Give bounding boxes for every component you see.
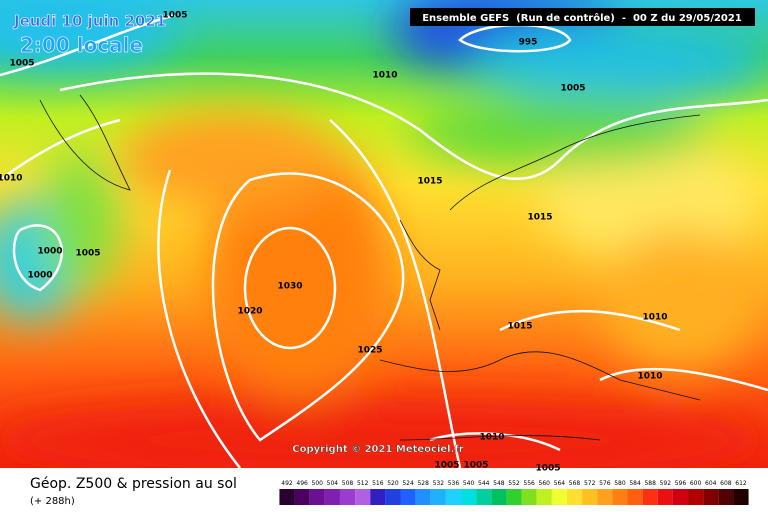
legend-label: 588 xyxy=(644,480,656,487)
copyright: Copyright © 2021 Meteociel.fr xyxy=(292,444,463,455)
legend-label: 500 xyxy=(312,480,324,487)
legend-label: 508 xyxy=(342,480,354,487)
legend-label: 608 xyxy=(720,480,732,487)
isobar-label: 1005 xyxy=(75,249,100,259)
legend-label: 596 xyxy=(675,480,687,487)
isobar-label: 1010 xyxy=(0,174,23,184)
legend-swatch xyxy=(536,489,552,505)
legend-label: 572 xyxy=(584,480,596,487)
legend-swatch xyxy=(642,489,658,505)
legend-swatch xyxy=(672,489,689,505)
legend-swatch xyxy=(476,489,492,505)
run-banner xyxy=(410,8,755,26)
legend-label: 576 xyxy=(599,480,611,487)
coastlines xyxy=(39,94,701,441)
legend-label: 536 xyxy=(448,480,460,487)
legend-swatch xyxy=(612,489,628,505)
legend-swatch xyxy=(324,489,340,505)
isobar-label: 1000 xyxy=(27,271,52,281)
date: Jeudi 10 juin 2021 xyxy=(13,12,166,30)
legend-swatch xyxy=(582,489,598,505)
legend-swatch xyxy=(279,489,295,505)
legend-label: 492 xyxy=(281,480,293,487)
legend-swatch xyxy=(657,489,673,505)
legend-label: 600 xyxy=(690,480,702,487)
legend-label: 544 xyxy=(478,480,490,487)
isobar-label: 1005 xyxy=(434,461,459,471)
legend-swatch xyxy=(294,489,310,505)
isobar-label: 1010 xyxy=(372,71,397,81)
legend-swatch xyxy=(415,489,431,505)
legend-label: 516 xyxy=(372,480,384,487)
legend-label: 560 xyxy=(539,480,551,487)
isobar-label: 1015 xyxy=(527,213,552,223)
isobar-label: 1000 xyxy=(37,247,62,257)
legend-swatch xyxy=(339,489,356,505)
isobar-label: 1020 xyxy=(237,307,262,317)
local-time: 2:00 locale xyxy=(20,33,143,57)
isobars xyxy=(0,13,768,468)
legend-label: 548 xyxy=(493,480,505,487)
legend-swatch xyxy=(566,489,583,505)
legend-swatch xyxy=(355,489,371,505)
legend-swatch xyxy=(370,489,386,505)
legend-swatch xyxy=(597,489,613,505)
legend-swatch xyxy=(461,489,477,505)
isobar-label: 1010 xyxy=(637,372,662,382)
legend-swatch xyxy=(718,489,734,505)
legend-label: 612 xyxy=(735,480,747,487)
legend-swatch xyxy=(385,489,401,505)
legend-swatch xyxy=(627,489,643,505)
isobar-label: 1005 xyxy=(9,59,34,69)
isobar-label: 1005 xyxy=(463,461,488,471)
legend-label: 532 xyxy=(433,480,445,487)
legend-swatch xyxy=(506,489,522,505)
legend-label: 604 xyxy=(705,480,717,487)
legend-label: 564 xyxy=(554,480,566,487)
isobar-label: 1010 xyxy=(479,433,504,443)
legend-label: 584 xyxy=(629,480,641,487)
legend-swatch xyxy=(445,489,462,505)
legend-label: 552 xyxy=(508,480,520,487)
legend-swatch xyxy=(551,489,567,505)
isobar-label: 1005 xyxy=(535,464,560,474)
legend-label: 520 xyxy=(387,480,399,487)
legend-label: 540 xyxy=(463,480,475,487)
legend-swatch xyxy=(703,489,719,505)
isobar-label: 995 xyxy=(519,38,538,48)
legend-swatch xyxy=(400,489,416,505)
legend-label: 528 xyxy=(417,480,429,487)
legend-label: 496 xyxy=(296,480,308,487)
isobar-label: 1005 xyxy=(162,11,187,21)
legend-label: 580 xyxy=(614,480,626,487)
legend-swatch xyxy=(688,489,704,505)
legend-label: 592 xyxy=(660,480,672,487)
run-info: Ensemble GEFS (Run de contrôle) - 00 Z d… xyxy=(422,12,742,24)
legend-swatch xyxy=(733,489,749,505)
legend-swatch xyxy=(491,489,507,505)
legend-label: 512 xyxy=(357,480,369,487)
isobar-label: 1015 xyxy=(417,177,442,187)
legend-label: 504 xyxy=(327,480,339,487)
field xyxy=(0,0,768,468)
lead-time: (+ 288h) xyxy=(30,496,75,507)
legend-swatch xyxy=(430,489,446,505)
legend-label: 568 xyxy=(569,480,581,487)
legend-swatch xyxy=(521,489,537,505)
legend-label: 556 xyxy=(523,480,535,487)
isobar-label: 1030 xyxy=(277,282,302,292)
isobar-label: 1025 xyxy=(357,346,382,356)
footer-title: Géop. Z500 & pression au sol xyxy=(30,476,237,492)
legend-swatch xyxy=(309,489,325,505)
isobar-label: 1005 xyxy=(560,84,585,94)
isobar-label: 1010 xyxy=(642,313,667,323)
legend-label: 524 xyxy=(402,480,414,487)
isobar-label: 1015 xyxy=(507,322,532,332)
